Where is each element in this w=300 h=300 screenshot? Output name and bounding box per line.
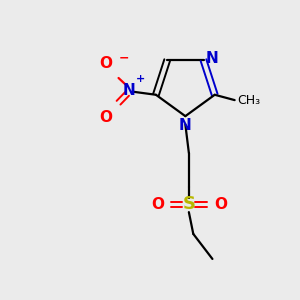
- Text: N: N: [179, 118, 192, 134]
- Text: O: O: [214, 197, 227, 212]
- Text: O: O: [99, 110, 112, 125]
- Text: −: −: [119, 51, 130, 64]
- Text: +: +: [136, 74, 145, 84]
- Text: N: N: [123, 83, 136, 98]
- Text: O: O: [151, 197, 164, 212]
- Text: N: N: [206, 51, 219, 66]
- Text: CH₃: CH₃: [237, 94, 260, 106]
- Text: S: S: [182, 196, 195, 214]
- Text: O: O: [99, 56, 112, 71]
